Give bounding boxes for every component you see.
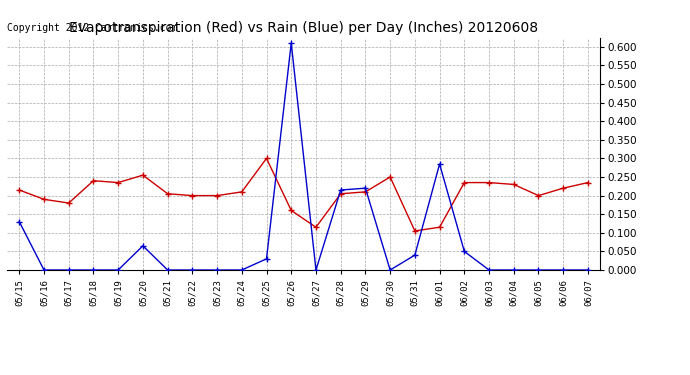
Title: Evapotranspiration (Red) vs Rain (Blue) per Day (Inches) 20120608: Evapotranspiration (Red) vs Rain (Blue) …	[69, 21, 538, 35]
Text: Copyright 2012 Cartronics.com: Copyright 2012 Cartronics.com	[7, 23, 177, 33]
